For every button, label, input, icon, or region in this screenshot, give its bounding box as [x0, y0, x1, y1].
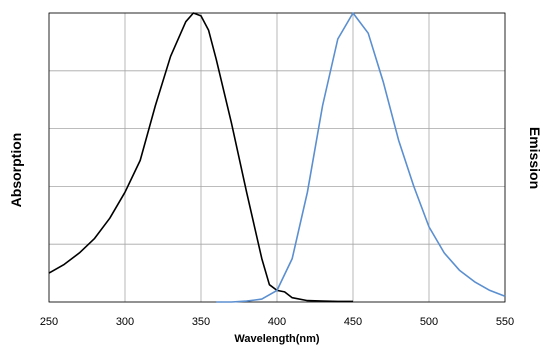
series-layer — [48, 12, 506, 303]
absorption-series-line — [48, 12, 353, 303]
x-tick-label: 250 — [40, 316, 58, 328]
x-tick-label: 400 — [268, 316, 286, 328]
y-axis-label-left: Absorption — [8, 133, 24, 208]
x-tick-label: 350 — [192, 316, 210, 328]
x-tick-label: 550 — [496, 316, 514, 328]
y-axis-label-right: Emission — [527, 127, 543, 189]
emission-series-line — [216, 12, 506, 303]
x-tick-label: 500 — [420, 316, 438, 328]
plot-area — [48, 12, 506, 303]
grid — [48, 12, 506, 303]
x-axis-label: Wavelength(nm) — [234, 333, 319, 345]
x-tick-label: 300 — [116, 316, 134, 328]
x-axis-ticks: 250 300 350 400 450 500 550 — [40, 316, 514, 328]
x-tick-label: 450 — [344, 316, 362, 328]
